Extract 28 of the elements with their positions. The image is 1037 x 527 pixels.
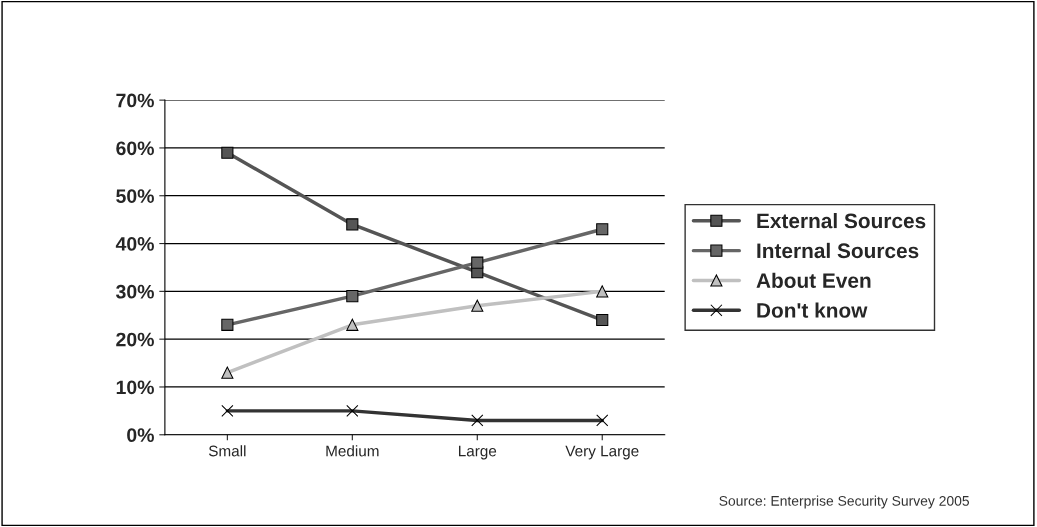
- y-tick-label: 40%: [115, 237, 154, 251]
- y-tick-label: 60%: [116, 141, 154, 156]
- point: [346, 218, 359, 231]
- y-tick-label: 70%: [116, 93, 154, 108]
- legend-label: About Even: [756, 272, 871, 288]
- legend-label: Internal Sources: [757, 242, 919, 259]
- x-tick-label: Large: [459, 445, 497, 460]
- point: [471, 256, 484, 269]
- point: [596, 285, 609, 298]
- point: [221, 318, 234, 331]
- source-note: Source: Enterprise Security Survey 2005: [719, 495, 970, 509]
- point: [346, 290, 359, 303]
- legend-label: External Sources: [757, 212, 926, 229]
- x-tick-label: Very Large: [565, 445, 639, 460]
- y-tick-label: 10%: [116, 380, 154, 395]
- y-tick-label: 50%: [116, 189, 154, 203]
- point: [471, 299, 484, 312]
- point: [596, 223, 609, 236]
- y-tick-label: 0%: [127, 428, 154, 443]
- x-tick-label: Medium: [326, 445, 379, 457]
- point: [221, 146, 234, 159]
- x-tick-label: Small: [208, 445, 246, 457]
- point: [596, 313, 609, 327]
- y-tick-label: 30%: [116, 284, 154, 299]
- y-tick-label: 20%: [116, 332, 154, 347]
- point: [346, 318, 359, 331]
- point: [221, 366, 234, 379]
- legend-label: Don't know: [757, 302, 868, 318]
